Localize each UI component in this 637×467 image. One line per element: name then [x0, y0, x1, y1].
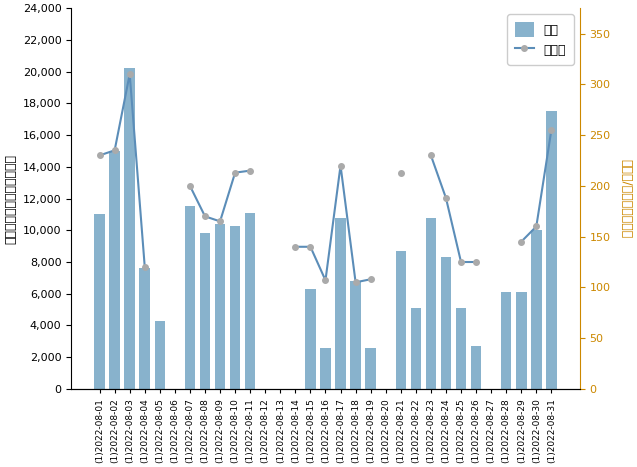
Bar [366, 347, 376, 389]
Bar [155, 321, 165, 389]
Bar [350, 281, 361, 389]
Y-axis label: 出荷（ドライ地場）ケース: 出荷（ドライ地場）ケース [4, 154, 17, 244]
Bar [501, 292, 512, 389]
Legend: 物量, 生産性: 物量, 生産性 [507, 14, 573, 65]
Bar [546, 111, 557, 389]
Bar [516, 292, 527, 389]
Bar [335, 218, 346, 389]
Bar [230, 226, 240, 389]
Bar [140, 269, 150, 389]
Bar [396, 251, 406, 389]
Bar [110, 151, 120, 389]
Bar [94, 214, 105, 389]
Bar [305, 289, 316, 389]
Bar [441, 257, 451, 389]
Bar [455, 308, 466, 389]
Bar [320, 347, 331, 389]
Bar [185, 206, 195, 389]
Bar [245, 213, 255, 389]
Bar [411, 308, 421, 389]
Y-axis label: （居場/ケース）生産性: （居場/ケース）生産性 [620, 159, 633, 238]
Bar [426, 218, 436, 389]
Bar [124, 69, 135, 389]
Bar [200, 234, 210, 389]
Bar [215, 224, 225, 389]
Bar [531, 230, 541, 389]
Bar [471, 346, 482, 389]
